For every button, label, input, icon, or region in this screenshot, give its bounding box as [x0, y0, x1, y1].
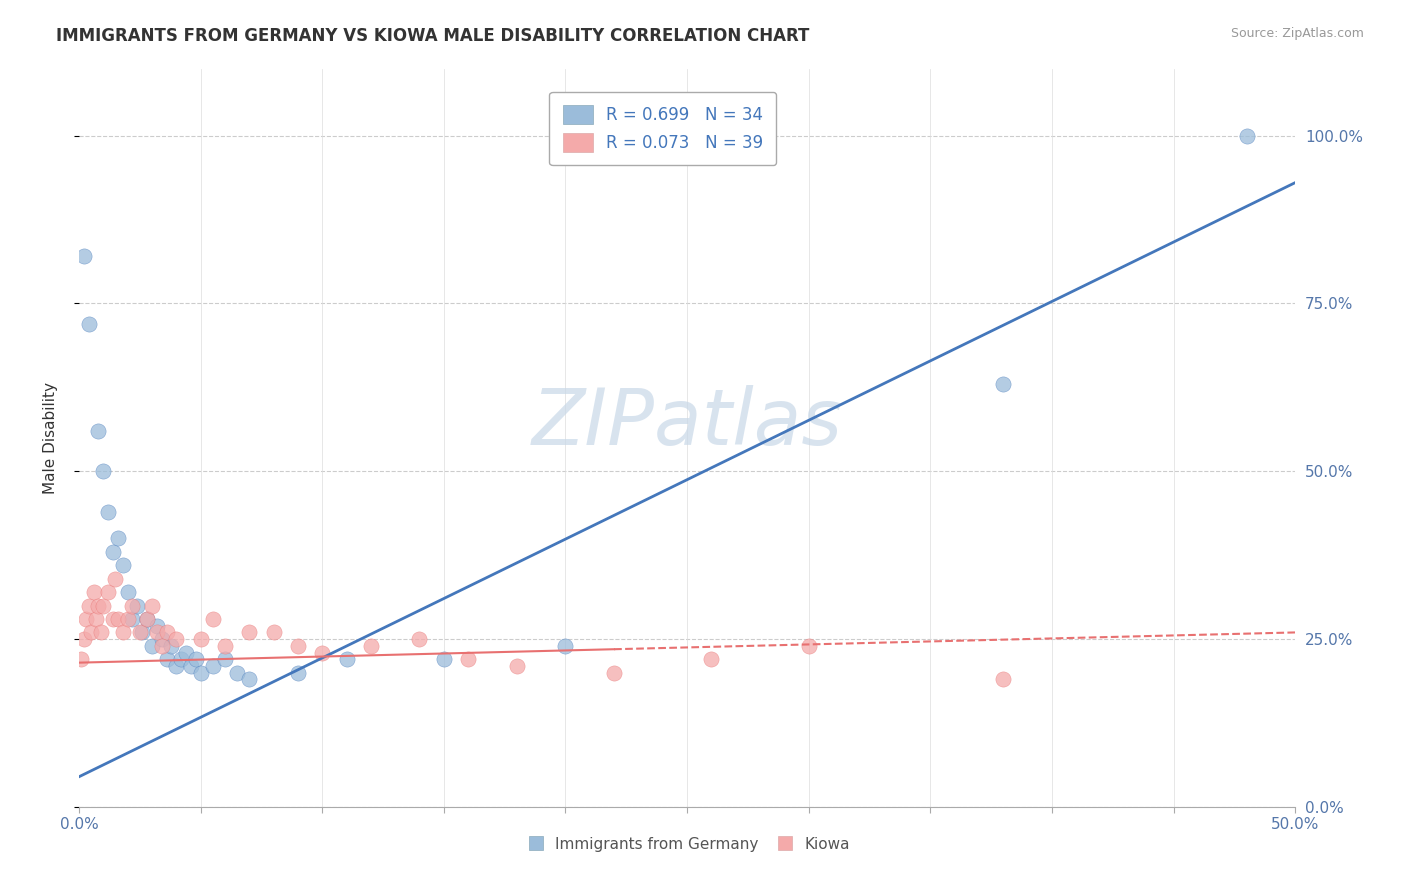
Point: [150, 632, 173, 647]
Point: [457, 652, 479, 666]
Point: [184, 652, 207, 666]
Point: [226, 665, 249, 680]
Point: [160, 639, 183, 653]
Point: [214, 652, 236, 666]
Point: [146, 625, 169, 640]
Point: [107, 612, 129, 626]
Point: [190, 632, 212, 647]
Point: [146, 618, 169, 632]
Point: [141, 639, 163, 653]
Point: [165, 632, 187, 647]
Point: [155, 652, 177, 666]
Point: [165, 659, 187, 673]
Point: [603, 665, 626, 680]
Point: [554, 639, 576, 653]
Point: [101, 612, 124, 626]
Text: ZIPatlas: ZIPatlas: [531, 385, 842, 461]
Point: [90, 625, 112, 640]
Point: [360, 639, 382, 653]
Point: [174, 646, 197, 660]
Point: [104, 572, 127, 586]
Point: [408, 632, 430, 647]
Point: [111, 625, 134, 640]
Point: [111, 558, 134, 573]
Point: [75, 612, 97, 626]
Point: [80, 625, 103, 640]
Point: [311, 646, 333, 660]
Point: [201, 612, 224, 626]
Point: [993, 377, 1015, 392]
Point: [263, 625, 285, 640]
Point: [190, 665, 212, 680]
Point: [136, 612, 159, 626]
Point: [91, 464, 114, 478]
Point: [87, 424, 110, 438]
Point: [170, 652, 193, 666]
Point: [121, 599, 143, 613]
Point: [83, 585, 105, 599]
Point: [201, 659, 224, 673]
Text: Source: ZipAtlas.com: Source: ZipAtlas.com: [1230, 27, 1364, 40]
Point: [87, 599, 110, 613]
Point: [97, 585, 120, 599]
Y-axis label: Male Disability: Male Disability: [44, 382, 58, 494]
Point: [150, 639, 173, 653]
Point: [121, 612, 143, 626]
Point: [993, 673, 1015, 687]
Legend: R = 0.699   N = 34, R = 0.073   N = 39: R = 0.699 N = 34, R = 0.073 N = 39: [550, 92, 776, 165]
Point: [238, 625, 260, 640]
Point: [335, 652, 357, 666]
Point: [141, 599, 163, 613]
Point: [107, 532, 129, 546]
Point: [797, 639, 820, 653]
Point: [73, 250, 96, 264]
Point: [127, 599, 149, 613]
Point: [214, 639, 236, 653]
Point: [101, 545, 124, 559]
Point: [1236, 128, 1258, 143]
Point: [155, 625, 177, 640]
Point: [131, 625, 153, 640]
Point: [287, 639, 309, 653]
Point: [238, 673, 260, 687]
Text: IMMIGRANTS FROM GERMANY VS KIOWA MALE DISABILITY CORRELATION CHART: IMMIGRANTS FROM GERMANY VS KIOWA MALE DI…: [56, 27, 810, 45]
Point: [97, 505, 120, 519]
Point: [287, 665, 309, 680]
Point: [506, 659, 529, 673]
Point: [117, 585, 139, 599]
Point: [128, 625, 150, 640]
Point: [77, 317, 100, 331]
Point: [700, 652, 723, 666]
Point: [91, 599, 114, 613]
Point: [77, 599, 100, 613]
Point: [433, 652, 456, 666]
Point: [180, 659, 202, 673]
Point: [70, 652, 93, 666]
Point: [136, 612, 159, 626]
Point: [84, 612, 107, 626]
Point: [117, 612, 139, 626]
Point: [73, 632, 96, 647]
